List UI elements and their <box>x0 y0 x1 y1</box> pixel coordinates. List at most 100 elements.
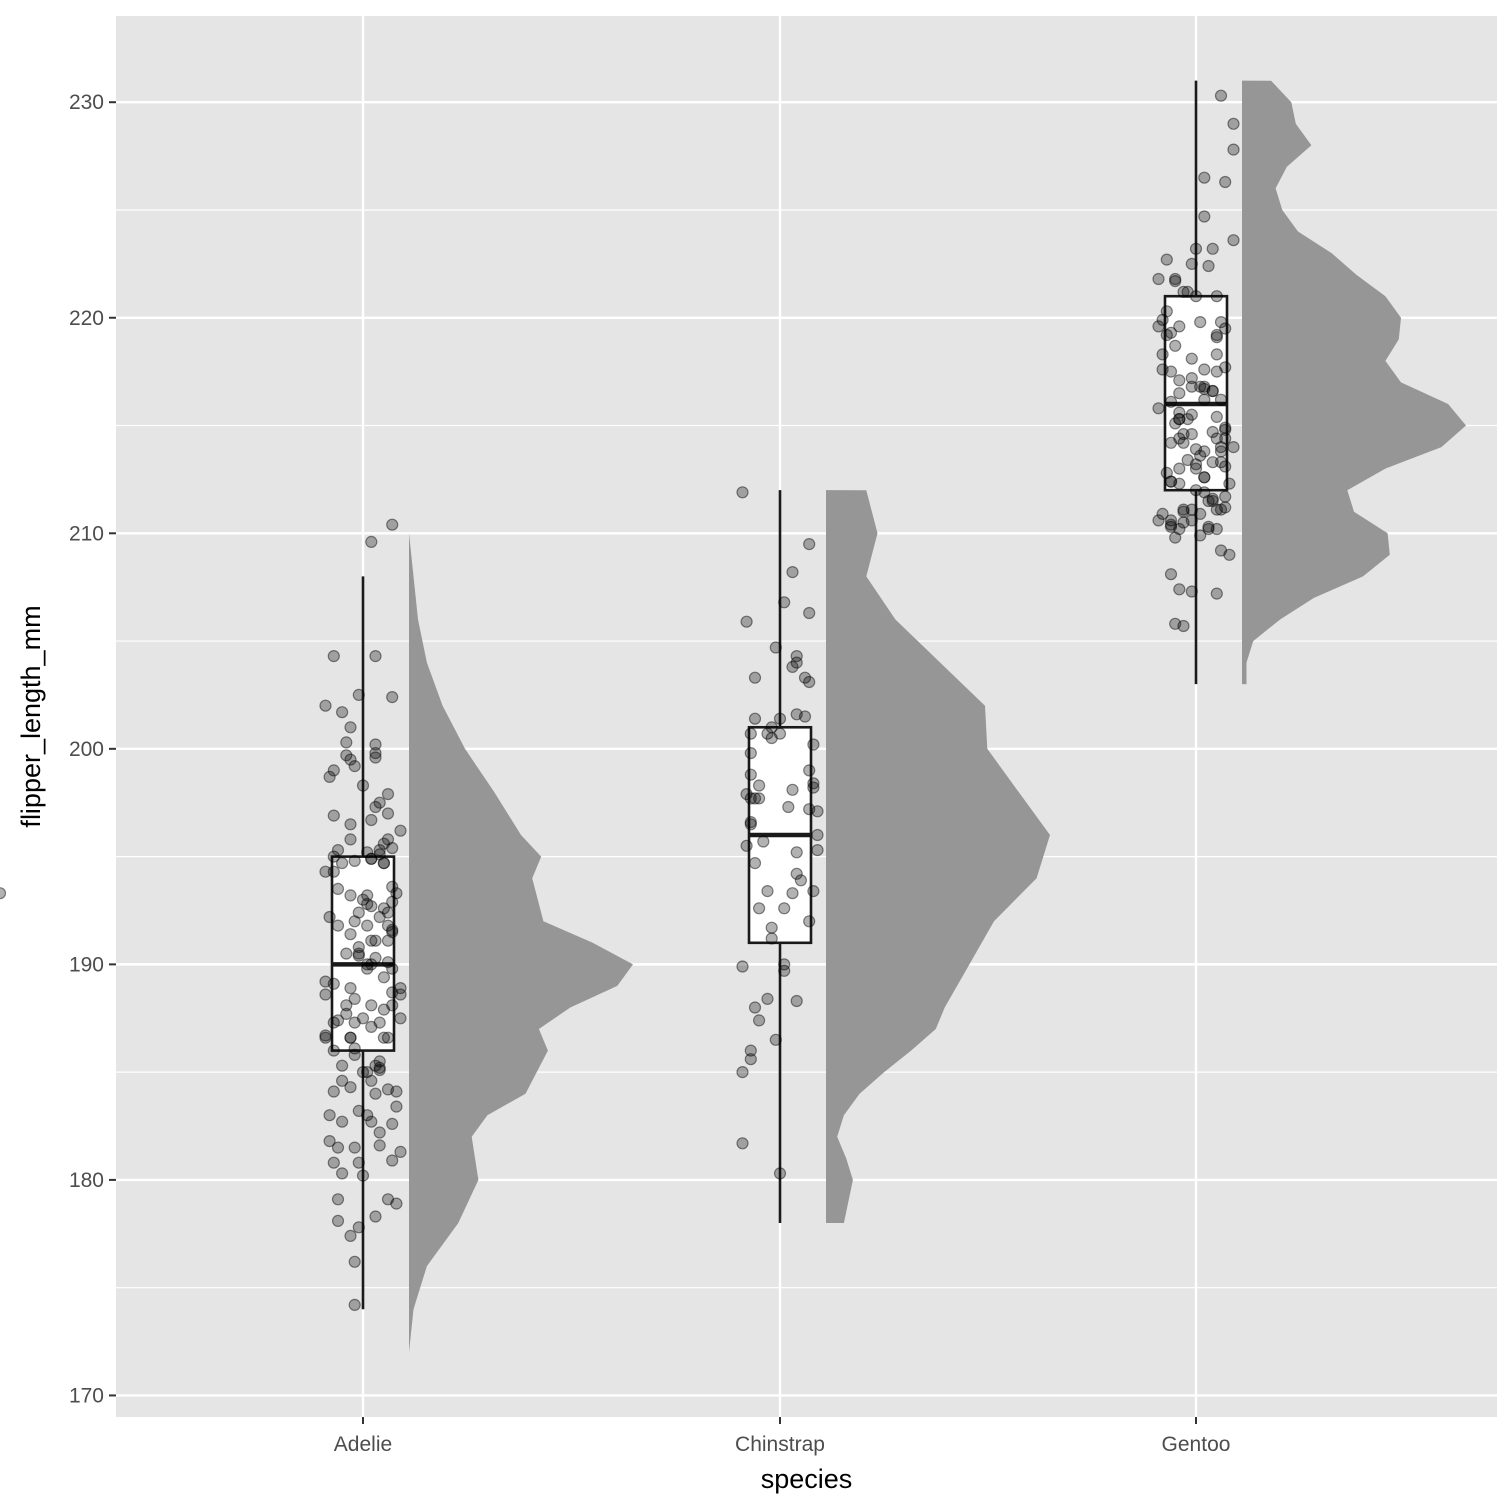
data-point <box>336 1074 349 1087</box>
data-point <box>323 910 336 924</box>
data-point <box>377 1031 390 1044</box>
data-point <box>1210 328 1223 342</box>
data-point <box>361 919 374 932</box>
x-tick-label-chinstrap: Chinstrap <box>735 1433 825 1456</box>
data-point <box>323 770 336 784</box>
data-point <box>377 902 390 915</box>
data-point <box>381 934 395 947</box>
data-point <box>336 1059 349 1072</box>
box-adelie <box>330 855 396 1052</box>
data-point <box>331 1214 345 1228</box>
data-point <box>1185 428 1198 441</box>
data-point <box>319 1029 332 1042</box>
data-point <box>752 779 766 792</box>
data-point <box>348 759 361 773</box>
axes: 170 180 190 200 210 220 230 Adelie Chinstrap Gent… <box>69 91 1230 1456</box>
data-point <box>765 731 778 745</box>
data-point <box>373 843 386 857</box>
data-point <box>344 981 357 995</box>
density-chinstrap <box>826 490 1050 1224</box>
data-point <box>1164 475 1178 488</box>
data-point <box>386 1154 399 1167</box>
data-point <box>1164 475 1178 488</box>
data-point <box>736 1065 749 1079</box>
data-point <box>744 768 757 781</box>
data-point <box>1185 408 1198 421</box>
data-point <box>327 1156 340 1169</box>
data-point <box>748 792 762 805</box>
data-point <box>381 919 395 932</box>
data-point <box>1198 210 1211 223</box>
data-point <box>390 1100 403 1113</box>
data-point <box>381 833 395 846</box>
data-point <box>336 1167 349 1180</box>
data-point <box>1214 441 1228 454</box>
data-point <box>1198 393 1211 406</box>
data-point <box>1210 410 1223 423</box>
data-point <box>761 727 774 740</box>
data-point <box>344 721 357 734</box>
data-point <box>1185 514 1198 527</box>
data-point <box>1214 316 1228 329</box>
data-point <box>1156 507 1169 521</box>
data-point <box>369 751 382 764</box>
data-point <box>348 854 361 868</box>
data-point <box>752 1014 766 1027</box>
data-point <box>786 660 799 674</box>
data-point <box>323 1134 336 1148</box>
data-point <box>790 708 803 721</box>
data-point <box>1177 285 1190 298</box>
data-point <box>361 897 374 911</box>
data-point <box>786 783 799 796</box>
data-point <box>769 641 782 654</box>
data-point <box>386 923 399 937</box>
data-point <box>1189 290 1203 303</box>
data-point <box>803 803 816 816</box>
data-point <box>365 813 378 827</box>
data-point <box>327 649 340 663</box>
data-point <box>381 807 395 820</box>
data-point <box>1198 471 1211 484</box>
data-point <box>803 606 816 620</box>
data-point <box>1173 583 1186 596</box>
data-point <box>369 934 382 947</box>
data-point <box>1173 406 1186 419</box>
data-point <box>1169 617 1182 630</box>
data-point <box>356 1012 370 1025</box>
data-point <box>1169 272 1182 286</box>
data-point <box>1210 290 1223 303</box>
data-point <box>1227 234 1240 247</box>
data-point <box>744 727 757 740</box>
data-point <box>348 1042 361 1055</box>
data-point <box>352 947 365 960</box>
data-point <box>348 1048 361 1062</box>
data-point <box>319 988 332 1001</box>
data-point <box>352 1156 365 1169</box>
data-point <box>1219 421 1232 434</box>
data-point <box>1223 477 1236 490</box>
data-point <box>340 947 353 960</box>
data-point <box>1173 462 1186 475</box>
data-point <box>340 999 353 1012</box>
data-point <box>1173 374 1186 387</box>
density-clouds <box>409 80 1466 1353</box>
data-point <box>1219 432 1232 445</box>
data-point <box>1160 305 1173 318</box>
data-point <box>1177 503 1190 516</box>
data-point <box>327 865 340 878</box>
data-point <box>394 1145 407 1159</box>
data-point <box>365 900 378 913</box>
data-point <box>352 906 365 919</box>
data-point <box>765 721 778 734</box>
data-point <box>1181 413 1194 426</box>
data-point <box>1181 285 1194 298</box>
data-point <box>381 1193 395 1206</box>
data-point <box>344 818 357 831</box>
data-point <box>327 850 340 863</box>
data-point <box>1194 380 1207 393</box>
data-point <box>1198 363 1211 376</box>
data-point <box>381 1031 395 1044</box>
data-point <box>1194 507 1207 521</box>
data-point <box>1206 494 1219 508</box>
data-point <box>377 1003 390 1016</box>
